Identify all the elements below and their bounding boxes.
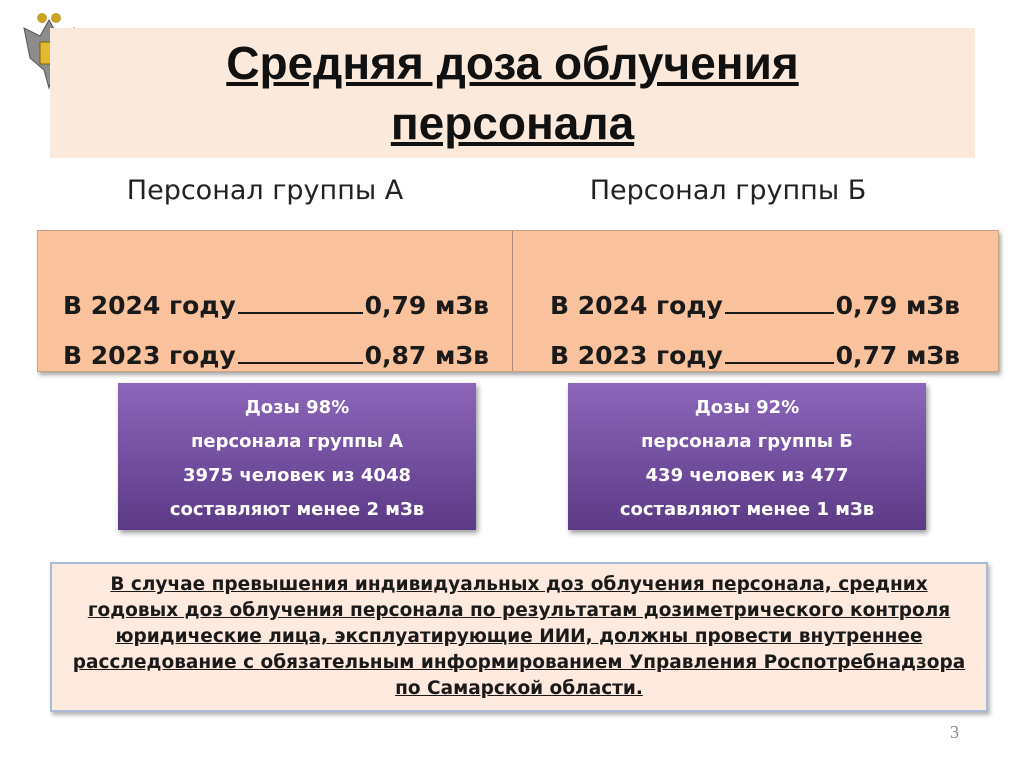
slide-title: Средняя доза облучения персонала [226,37,799,149]
note-box: Дозы 92% персонала группы Б 439 человек из… [568,383,926,530]
group-heading: Персонал группы Б [589,175,867,206]
dose-value: 0,87 мЗв [364,341,489,370]
dose-panel: В 2024 году 0,79 мЗв В 2023 году 0,87 мЗв В… [37,230,999,372]
note-line: составляют менее 2 мЗв [169,499,425,520]
group-heading: Персонал группы А [126,175,404,206]
year-label: В 2023 году [550,341,723,370]
dose-value: 0,77 мЗв [835,341,960,370]
dose-rows: В 2024 году 0,79 мЗв В 2023 году 0,77 мЗв [550,276,960,376]
leader-line [724,362,834,364]
note-line: 3975 человек из 4048 [183,465,411,486]
note-line: персонала группы А [190,431,404,452]
dose-row: В 2023 году 0,87 мЗв [63,326,489,376]
year-label: В 2024 году [550,291,723,320]
notice-box: В случае превышения индивидуальных доз о… [50,562,988,712]
year-label: В 2023 году [63,341,236,370]
title-box: Средняя доза облучения персонала [50,28,975,158]
page-number: 3 [950,722,959,742]
notice-text: В случае превышения индивидуальных доз о… [72,574,966,699]
dose-rows: В 2024 году 0,79 мЗв В 2023 году 0,87 мЗв [63,276,489,376]
dose-row: В 2024 году 0,79 мЗв [63,276,489,326]
year-label: В 2024 году [63,291,236,320]
note-line: составляют менее 1 мЗв [619,499,875,520]
leader-line [237,312,363,314]
note-line: персонала группы Б [641,431,853,452]
note-line: Дозы 98% [244,397,350,418]
dose-row: В 2023 году 0,77 мЗв [550,326,960,376]
dose-row: В 2024 году 0,79 мЗв [550,276,960,326]
note-box: Дозы 98% персонала группы А 3975 человек и… [118,383,476,530]
leader-line [724,312,834,314]
dose-value: 0,79 мЗв [364,291,489,320]
dose-value: 0,79 мЗв [835,291,960,320]
note-line: Дозы 92% [694,397,800,418]
divider [512,231,513,371]
note-line: 439 человек из 477 [645,465,849,486]
leader-line [237,362,363,364]
